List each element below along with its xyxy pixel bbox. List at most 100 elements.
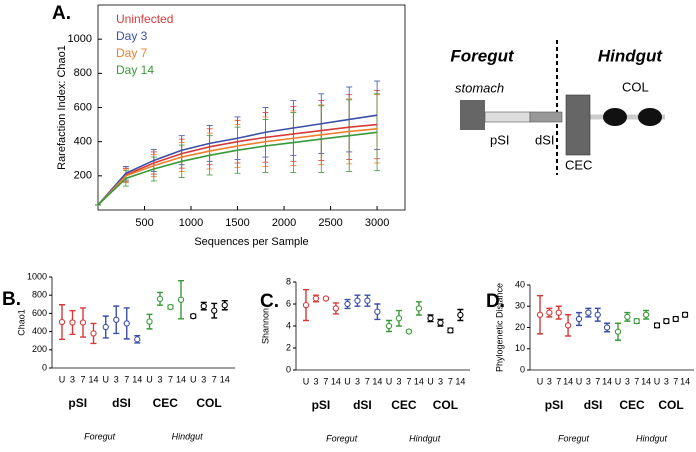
- y-tick-label: 30: [515, 301, 525, 311]
- mean-point: [177, 296, 185, 303]
- x-tick-label: 3: [355, 376, 360, 386]
- x-tick-label: 14: [372, 376, 382, 386]
- x-tick-label: 14: [88, 374, 98, 384]
- panel-label: C.: [260, 291, 279, 312]
- y-tick-label: 4: [286, 320, 291, 330]
- x-tick-label: 3: [586, 376, 591, 386]
- x-tick-label: U: [427, 376, 434, 386]
- x-tick-label: 14: [602, 376, 612, 386]
- dsi-shape: [529, 111, 563, 123]
- x-tick-label: 14: [220, 374, 230, 384]
- group-label: pSI: [312, 398, 331, 412]
- mean-point: [585, 309, 592, 316]
- hindgut-title: Hindgut: [598, 46, 664, 65]
- x-tick-label: U: [146, 374, 153, 384]
- x-tick-label: 3: [438, 376, 443, 386]
- stomach-label: stomach: [455, 80, 504, 95]
- y-tick-label: 200: [32, 344, 47, 354]
- psi-label: pSI: [490, 132, 510, 147]
- mean-point: [603, 324, 611, 331]
- x-tick-label: 3: [114, 374, 119, 384]
- y-tick-label: 800: [32, 290, 47, 300]
- mean-point: [123, 320, 130, 327]
- mean-point: [211, 307, 218, 314]
- mean-point: [312, 295, 320, 302]
- y-tick-label: 1000: [68, 33, 92, 45]
- y-tick-label: 8: [286, 276, 291, 286]
- col-label: COL: [622, 79, 649, 94]
- panel-label: B.: [2, 289, 21, 310]
- legend-entry: Day 14: [116, 63, 154, 77]
- x-tick-label: U: [344, 376, 351, 386]
- x-tick-label: 1000: [179, 217, 203, 229]
- group-label: CEC: [153, 396, 179, 410]
- x-tick-label: 7: [212, 374, 217, 384]
- mean-point: [555, 309, 562, 316]
- x-tick-label: 1500: [225, 217, 249, 229]
- mean-point: [653, 322, 661, 329]
- panel-label: A.: [52, 3, 71, 24]
- group-label: CEC: [391, 398, 417, 412]
- x-tick-label: 3: [313, 376, 318, 386]
- series-line: [97, 131, 378, 206]
- x-tick-label: 3: [547, 376, 552, 386]
- mean-point: [190, 312, 197, 320]
- y-tick-label: 200: [74, 170, 92, 182]
- mean-point: [385, 322, 393, 330]
- x-tick-label: U: [576, 376, 583, 386]
- cec-label: CEC: [565, 157, 592, 172]
- x-tick-label: 7: [124, 374, 129, 384]
- x-tick-label: U: [386, 376, 393, 386]
- x-tick-label: 7: [448, 376, 453, 386]
- group-label: dSI: [584, 398, 603, 412]
- mean-point: [354, 297, 361, 304]
- y-axis-label: Rarefaction Index: Chao1: [56, 45, 68, 170]
- x-tick-label: 3: [70, 374, 75, 384]
- series-line: [97, 123, 378, 206]
- region-label: Foregut: [326, 433, 358, 443]
- mean-point: [146, 318, 153, 325]
- mean-point: [405, 328, 413, 335]
- mean-point: [672, 315, 679, 323]
- y-axis-label: Shannon: [260, 308, 270, 344]
- mean-point: [546, 309, 553, 316]
- mean-point: [575, 315, 583, 323]
- group-label: dSI: [353, 398, 372, 412]
- x-tick-label: U: [303, 376, 310, 386]
- x-tick-label: U: [654, 376, 661, 386]
- y-tick-label: 600: [74, 101, 92, 113]
- col-pellet: [603, 108, 627, 126]
- x-tick-label: U: [615, 376, 622, 386]
- col-pellet: [638, 108, 662, 126]
- y-tick-label: 800: [74, 67, 92, 79]
- mean-point: [167, 303, 174, 311]
- x-tick-label: 3000: [365, 217, 389, 229]
- y-tick-label: 600: [32, 308, 47, 318]
- mean-point: [395, 315, 403, 322]
- x-tick-label: 7: [323, 376, 328, 386]
- mean-point: [364, 297, 371, 304]
- y-tick-label: 10: [515, 343, 525, 353]
- y-tick-label: 2: [286, 342, 291, 352]
- mean-point: [427, 315, 434, 322]
- series-line: [97, 114, 378, 206]
- legend-entry: Day 3: [116, 29, 148, 43]
- group-label: COL: [658, 398, 683, 412]
- x-tick-label: U: [59, 374, 66, 384]
- x-tick-label: 2000: [272, 217, 296, 229]
- x-axis-label: Sequences per Sample: [194, 236, 308, 248]
- x-tick-label: 7: [556, 376, 561, 386]
- y-axis-label: Phylogenetic Distance: [494, 283, 504, 372]
- x-tick-label: 14: [331, 376, 341, 386]
- group-label: dSI: [112, 396, 131, 410]
- y-axis-label: Chao1: [16, 309, 26, 336]
- mean-point: [156, 295, 164, 302]
- region-label: Hindgut: [172, 431, 204, 441]
- region-label: Hindgut: [409, 433, 441, 443]
- mean-point: [58, 318, 66, 326]
- mean-point: [134, 336, 141, 343]
- mean-point: [594, 311, 601, 318]
- x-tick-label: 3: [625, 376, 630, 386]
- x-tick-label: 500: [135, 217, 153, 229]
